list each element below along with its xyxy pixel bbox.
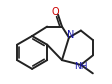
Text: O: O [51,7,59,17]
Text: N: N [67,30,74,40]
Text: NH: NH [74,62,88,71]
